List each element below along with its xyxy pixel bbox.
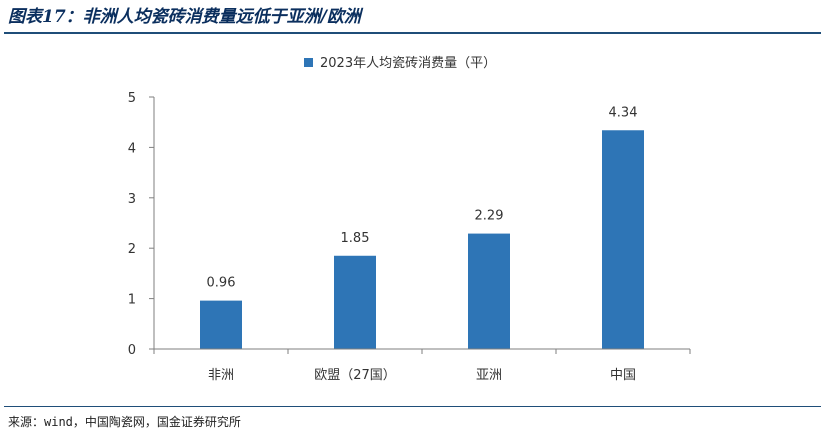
x-tick-label: 非洲 — [208, 368, 234, 383]
y-tick-label: 5 — [128, 91, 136, 106]
data-label: 4.34 — [609, 105, 638, 120]
title-divider — [4, 32, 821, 34]
y-tick-label: 0 — [128, 343, 136, 358]
y-tick-label: 2 — [128, 242, 136, 257]
bar — [602, 130, 644, 349]
x-axis: 非洲 欧盟（27国） 亚洲 中国 — [153, 348, 691, 383]
x-tick-label: 欧盟（27国） — [314, 368, 396, 383]
footer-divider — [4, 406, 821, 407]
y-tick-label: 1 — [128, 293, 136, 308]
bars: 0.96 1.85 2.29 4.34 — [200, 105, 644, 349]
legend-label: 2023年人均瓷砖消费量（平） — [320, 56, 496, 71]
y-tick-label: 4 — [128, 141, 136, 156]
data-label: 2.29 — [475, 209, 504, 224]
bar — [200, 300, 242, 349]
bar — [468, 233, 510, 349]
figure-title: 图表17：非洲人均瓷砖消费量远低于亚洲/欧洲 — [8, 7, 361, 27]
chart-legend: 2023年人均瓷砖消费量（平） — [304, 56, 496, 71]
x-tick-label: 中国 — [610, 368, 636, 383]
data-label: 1.85 — [341, 231, 370, 246]
data-label: 0.96 — [207, 276, 236, 291]
y-axis: 0 1 2 3 4 5 — [128, 91, 155, 358]
bar — [334, 255, 376, 349]
legend-swatch — [304, 58, 313, 67]
x-tick-label: 亚洲 — [476, 368, 502, 383]
y-tick-label: 3 — [128, 192, 136, 207]
source-note: 来源：wind，中国陶瓷网，国金证券研究所 — [8, 415, 241, 429]
